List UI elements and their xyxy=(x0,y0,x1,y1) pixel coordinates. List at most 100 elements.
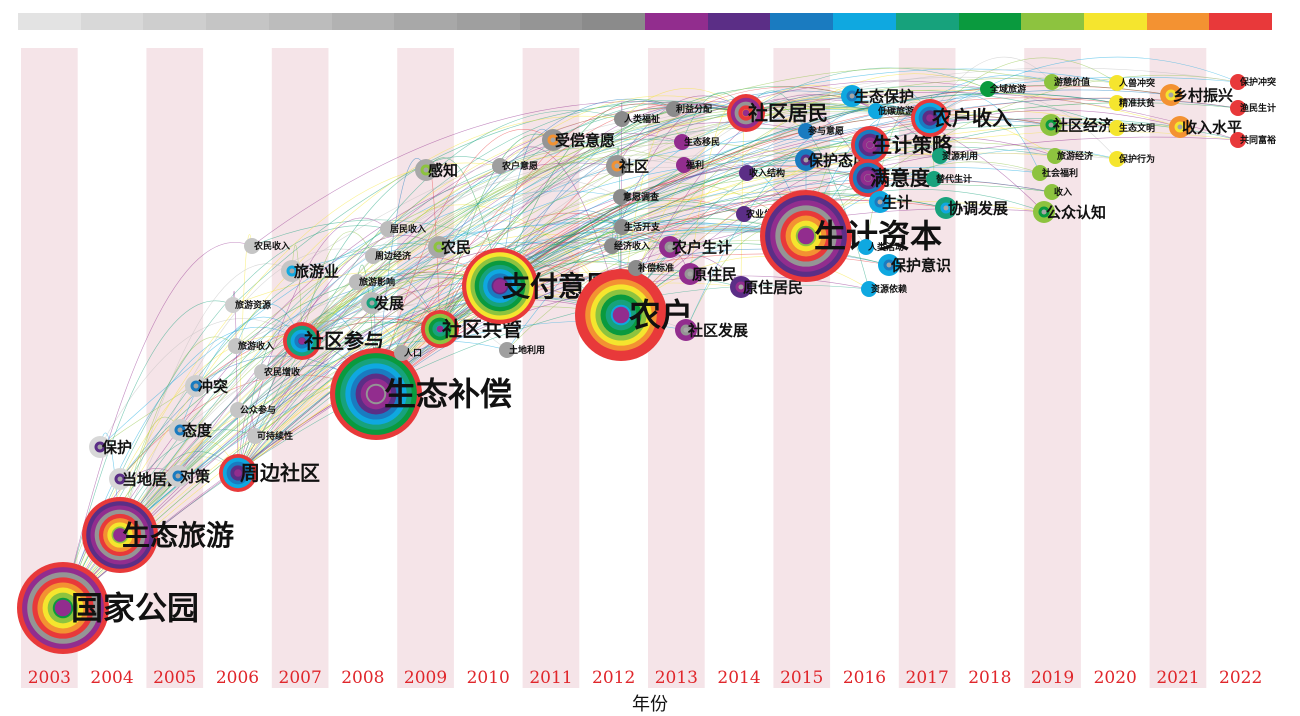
node-core xyxy=(926,114,934,122)
node-disc xyxy=(492,158,508,174)
keyword-node[interactable]: 福利 xyxy=(676,157,704,173)
keyword-node[interactable]: 生活开支 xyxy=(614,219,661,235)
keyword-node[interactable]: 收入 xyxy=(1044,184,1072,200)
keyword-node[interactable]: 社区共管 xyxy=(421,310,522,348)
keyword-node[interactable]: 农户收入 xyxy=(911,99,1012,137)
keyword-node[interactable]: 旅游收入 xyxy=(228,338,274,354)
keyword-node[interactable]: 公众认知 xyxy=(1033,201,1106,223)
keyword-node[interactable]: 资源依赖 xyxy=(861,281,907,297)
keyword-node[interactable]: 态度 xyxy=(169,419,213,441)
keyword-node[interactable]: 社区经济 xyxy=(1040,114,1114,136)
keyword-node[interactable]: 精准扶贫 xyxy=(1109,95,1156,111)
keyword-label: 生态补偿 xyxy=(384,375,512,413)
keyword-node[interactable]: 协调发展 xyxy=(935,197,1008,219)
color-legend-swatch xyxy=(895,13,959,30)
keyword-node[interactable]: 人类活动 xyxy=(858,239,904,255)
keyword-label: 资源利用 xyxy=(942,150,978,162)
keyword-node[interactable]: 保护行为 xyxy=(1109,151,1155,167)
keyword-node[interactable]: 当地居民 xyxy=(109,468,182,490)
year-tick-label: 2010 xyxy=(467,668,510,688)
keyword-label: 社区居民 xyxy=(747,101,828,125)
keyword-node[interactable]: 可持续性 xyxy=(247,428,293,444)
keyword-node[interactable]: 经济收入 xyxy=(604,238,650,254)
keyword-node[interactable]: 原住民 xyxy=(679,263,737,285)
keyword-node[interactable]: 周边经济 xyxy=(365,248,412,264)
keyword-node[interactable]: 游憩价值 xyxy=(1044,74,1090,90)
link-curve xyxy=(119,336,237,536)
keyword-node[interactable]: 收入结构 xyxy=(739,165,785,181)
keyword-node[interactable]: 利益分配 xyxy=(666,101,712,117)
link-curve xyxy=(439,97,1118,330)
keyword-node[interactable]: 国家公园 xyxy=(17,562,199,654)
node-disc xyxy=(926,171,942,187)
keyword-node[interactable]: 参与意愿 xyxy=(798,123,844,139)
node-disc xyxy=(1230,132,1246,148)
keyword-node[interactable]: 社区 xyxy=(606,155,649,177)
node-disc xyxy=(1032,165,1048,181)
keyword-node[interactable]: 公众参与 xyxy=(230,402,276,418)
keyword-node[interactable]: 生态移民 xyxy=(674,134,720,150)
keyword-node[interactable]: 居民收入 xyxy=(380,221,426,237)
keyword-node[interactable]: 意愿调查 xyxy=(613,189,660,205)
keyword-node[interactable]: 生态保护 xyxy=(841,85,914,107)
keyword-node[interactable]: 生态旅游 xyxy=(82,497,234,573)
keyword-node[interactable]: 收入水平 xyxy=(1169,116,1242,138)
year-tick-label: 2020 xyxy=(1094,668,1137,688)
keyword-node[interactable]: 社区参与 xyxy=(283,322,384,360)
color-legend-swatch xyxy=(331,13,395,30)
keyword-node[interactable]: 社会福利 xyxy=(1032,165,1078,181)
keyword-node[interactable]: 渔民生计 xyxy=(1230,100,1276,116)
keyword-node[interactable]: 乡村振兴 xyxy=(1160,84,1233,106)
keyword-node[interactable]: 农户意愿 xyxy=(492,158,538,174)
keyword-node[interactable]: 生态补偿 xyxy=(330,348,512,440)
node-disc xyxy=(861,281,877,297)
node-core xyxy=(423,167,429,173)
keyword-node[interactable]: 旅游影响 xyxy=(349,274,395,290)
keyword-node[interactable]: 土地利用 xyxy=(499,342,545,358)
keyword-node[interactable]: 农民收入 xyxy=(244,238,290,254)
node-core xyxy=(175,473,181,479)
keyword-node[interactable]: 受偿意愿 xyxy=(542,129,615,151)
keyword-node[interactable]: 全域旅游 xyxy=(980,81,1026,97)
keyword-label: 当地居民 xyxy=(122,470,182,488)
keyword-node[interactable]: 农民增收 xyxy=(254,364,300,380)
keyword-node[interactable]: 补偿标准 xyxy=(628,260,674,276)
keyword-node[interactable]: 旅游业 xyxy=(281,260,339,282)
keyword-node[interactable]: 保护 xyxy=(89,436,132,458)
node-core xyxy=(54,599,72,617)
keyword-node[interactable]: 原住居民 xyxy=(730,276,803,298)
keyword-node[interactable]: 生计资本 xyxy=(760,190,942,282)
keyword-node[interactable]: 资源利用 xyxy=(932,148,978,164)
keyword-node[interactable]: 社区居民 xyxy=(727,94,828,132)
keyword-node[interactable]: 对策 xyxy=(167,465,211,487)
keyword-node[interactable]: 农民 xyxy=(428,236,471,258)
keyword-node[interactable]: 人兽冲突 xyxy=(1109,75,1155,91)
keyword-node[interactable]: 共同富裕 xyxy=(1230,132,1276,148)
keyword-node[interactable]: 生计策略 xyxy=(851,126,953,164)
keyword-node[interactable]: 低碳旅游 xyxy=(868,103,914,119)
year-tick-label: 2021 xyxy=(1156,668,1199,688)
keyword-node[interactable]: 生态文明 xyxy=(1109,120,1155,136)
keyword-node[interactable]: 支付意愿 xyxy=(462,248,614,324)
keyword-node[interactable]: 旅游经济 xyxy=(1047,148,1094,164)
keyword-label: 旅游影响 xyxy=(359,276,395,288)
keyword-node[interactable]: 替代生计 xyxy=(926,171,972,187)
keyword-label: 居民收入 xyxy=(390,223,426,235)
keyword-node[interactable]: 农户生计 xyxy=(659,236,732,258)
keyword-node[interactable]: 保护态度 xyxy=(795,149,869,171)
keyword-node[interactable]: 保护意识 xyxy=(878,254,951,276)
keyword-node[interactable]: 满意度 xyxy=(849,159,931,197)
keyword-node[interactable]: 发展 xyxy=(361,292,404,314)
keyword-label: 收入水平 xyxy=(1182,118,1242,136)
keyword-node[interactable]: 感知 xyxy=(415,159,458,181)
keyword-node[interactable]: 保护冲突 xyxy=(1230,74,1276,90)
keyword-node[interactable]: 周边社区 xyxy=(219,454,320,492)
keyword-node[interactable]: 人口 xyxy=(394,345,422,361)
keyword-node[interactable]: 人类福祉 xyxy=(614,111,660,127)
keyword-node[interactable]: 旅游资源 xyxy=(225,297,271,313)
keyword-node[interactable]: 社区发展 xyxy=(675,319,748,341)
keyword-label: 社区 xyxy=(618,157,649,175)
keyword-node[interactable]: 生计 xyxy=(869,191,912,213)
keyword-node[interactable]: 冲突 xyxy=(185,375,228,397)
link-curve xyxy=(375,129,554,395)
